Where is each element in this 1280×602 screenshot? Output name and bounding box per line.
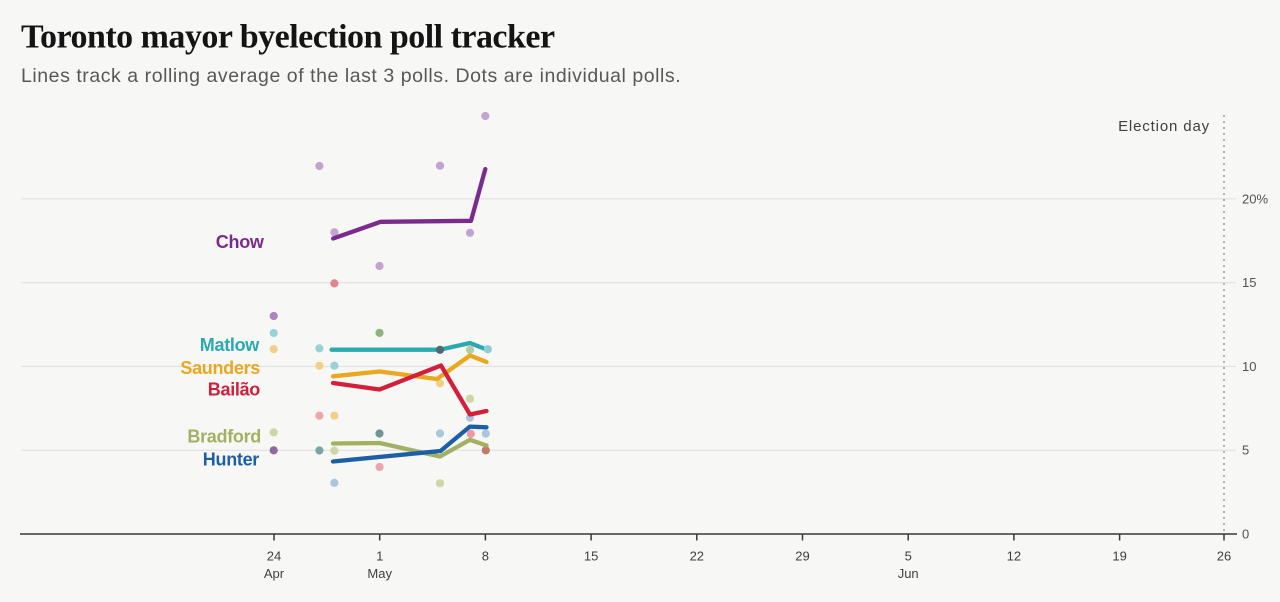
svg-text:Election day: Election day [1118, 118, 1210, 135]
svg-text:15: 15 [584, 549, 598, 564]
svg-text:12: 12 [1007, 549, 1021, 564]
svg-text:19: 19 [1112, 549, 1126, 564]
svg-text:5: 5 [1242, 443, 1249, 458]
svg-text:Lines track a rolling average: Lines track a rolling average of the las… [21, 65, 681, 87]
svg-text:May: May [367, 566, 392, 581]
svg-text:22: 22 [690, 549, 704, 564]
svg-text:Matlow: Matlow [200, 335, 260, 355]
svg-text:15: 15 [1242, 275, 1256, 290]
svg-text:24: 24 [267, 549, 281, 564]
svg-text:0: 0 [1242, 527, 1249, 542]
svg-text:Toronto mayor byelection poll: Toronto mayor byelection poll tracker [21, 18, 555, 55]
svg-text:Saunders: Saunders [180, 358, 260, 378]
svg-text:Jun: Jun [898, 566, 919, 581]
svg-text:29: 29 [795, 549, 809, 564]
svg-text:20%: 20% [1242, 191, 1268, 206]
svg-text:5: 5 [905, 549, 912, 564]
svg-text:8: 8 [482, 549, 489, 564]
svg-text:26: 26 [1217, 549, 1231, 564]
svg-text:Bailão: Bailão [208, 380, 261, 400]
svg-text:Bradford: Bradford [187, 427, 261, 447]
svg-text:Chow: Chow [216, 232, 265, 252]
svg-text:10: 10 [1242, 359, 1256, 374]
svg-text:Apr: Apr [264, 566, 285, 581]
svg-text:Hunter: Hunter [203, 450, 259, 470]
svg-text:1: 1 [376, 549, 383, 564]
